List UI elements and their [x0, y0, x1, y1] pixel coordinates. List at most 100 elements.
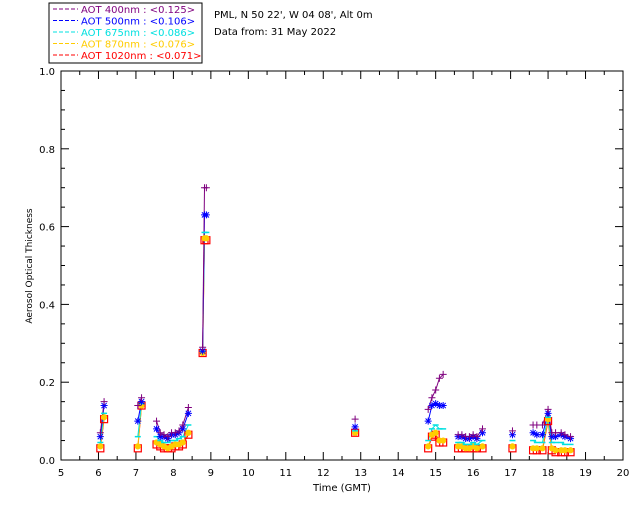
y-tick-label: 1.0: [39, 67, 55, 78]
data-point: [561, 431, 569, 439]
data-point: [561, 447, 569, 454]
data-point: [351, 423, 359, 431]
legend-entry: AOT 1020nm : <0.071>: [81, 51, 201, 62]
data-point: [465, 433, 473, 441]
x-tick-label: 20: [617, 468, 630, 479]
x-tick-label: 8: [170, 468, 176, 479]
x-tick-label: 9: [208, 468, 214, 479]
data-point: [458, 431, 466, 439]
data-point: [469, 431, 477, 439]
legend-entry: AOT 870nm : <0.076>: [81, 40, 195, 51]
data-point: [533, 431, 541, 439]
series-segment: [182, 413, 189, 430]
y-tick-label: 0.6: [39, 223, 55, 234]
series-segment: [439, 374, 444, 379]
x-tick-label: 18: [542, 468, 555, 479]
series-3: [99, 237, 571, 451]
data-point: [351, 415, 359, 423]
data-point: [184, 409, 192, 417]
data-point: [184, 403, 192, 411]
data-point: [533, 445, 540, 452]
x-tick-label: 19: [579, 468, 592, 479]
data-point: [479, 425, 486, 433]
data-point: [179, 425, 187, 433]
series-segment: [435, 378, 440, 391]
data-point: [153, 425, 161, 433]
x-tick-label: 14: [392, 468, 405, 479]
data-point: [539, 445, 546, 452]
data-point: [567, 447, 574, 454]
data-point: [425, 443, 432, 450]
legend-entry: AOT 675nm : <0.086>: [81, 28, 195, 39]
data-point: [134, 402, 142, 410]
data-point: [473, 433, 481, 441]
x-tick-label: 17: [504, 468, 517, 479]
legend: AOT 400nm : <0.125>AOT 500nm : <0.106>AO…: [53, 5, 201, 62]
data-point: [432, 429, 439, 436]
x-tick-label: 7: [133, 468, 139, 479]
y-tick-label: 0.8: [39, 145, 55, 156]
data-point: [435, 402, 443, 410]
data-point: [509, 443, 516, 450]
data-point: [529, 429, 537, 437]
series-segment: [431, 389, 437, 398]
data-point: [179, 421, 187, 429]
data-point: [100, 398, 108, 406]
series-markers-0: [96, 184, 575, 441]
data-point: [439, 370, 447, 378]
series-group: [96, 184, 575, 457]
y-tick-label: 0.4: [39, 300, 55, 311]
data-point: [202, 211, 210, 219]
data-point: [428, 394, 436, 402]
data-point: [440, 437, 447, 444]
series-segment: [182, 407, 189, 426]
data-point: [153, 417, 161, 425]
data-point: [424, 405, 432, 413]
data-point: [96, 429, 104, 437]
x-tick-label: 11: [279, 468, 292, 479]
data-point: [100, 402, 108, 410]
x-tick-label: 13: [354, 468, 367, 479]
date-label: Data from: 31 May 2022: [214, 27, 336, 38]
data-point: [439, 402, 447, 410]
data-point: [138, 394, 146, 402]
series-2: [99, 231, 571, 445]
data-point: [508, 431, 516, 439]
series-4: [99, 239, 571, 453]
legend-box: [48, 2, 203, 64]
data-point: [432, 400, 440, 408]
data-point: [203, 235, 210, 242]
data-point: [134, 417, 142, 425]
data-point: [479, 429, 486, 437]
series-1: [99, 214, 571, 440]
station-label: PML, N 50 22', W 04 08', Alt 0m: [214, 10, 373, 21]
y-axis-label: Aerosol Optical Thickness: [25, 208, 35, 324]
series-markers-2: [97, 231, 574, 446]
legend-entry: AOT 500nm : <0.106>: [81, 17, 195, 28]
series-markers-3: [97, 235, 574, 454]
data-point: [479, 443, 486, 450]
data-point: [179, 439, 186, 446]
data-point: [473, 445, 480, 452]
series-segment: [178, 424, 184, 432]
series-0: [99, 187, 571, 438]
data-point: [424, 417, 432, 425]
data-point: [508, 427, 516, 435]
data-point: [164, 433, 172, 441]
data-point: [199, 347, 207, 355]
data-point: [552, 433, 560, 441]
data-point: [199, 343, 207, 351]
data-point: [432, 386, 440, 394]
y-tick-label: 0.2: [39, 378, 55, 389]
data-point: [171, 429, 179, 437]
x-tick-label: 6: [95, 468, 101, 479]
x-tick-label: 16: [467, 468, 480, 479]
x-tick-label: 15: [429, 468, 442, 479]
y-tick-label: 0.0: [39, 456, 55, 467]
data-point: [96, 433, 104, 441]
data-point: [156, 433, 164, 441]
data-point: [202, 184, 210, 192]
data-point: [156, 429, 164, 437]
data-point: [175, 427, 183, 435]
